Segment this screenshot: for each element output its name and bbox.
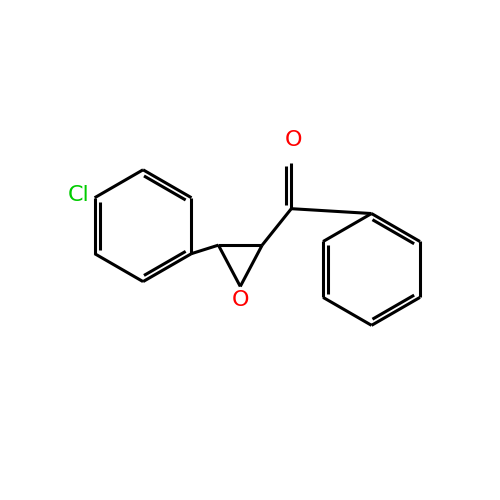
Text: O: O: [232, 290, 249, 310]
Text: O: O: [285, 130, 302, 150]
Text: Cl: Cl: [68, 186, 90, 206]
